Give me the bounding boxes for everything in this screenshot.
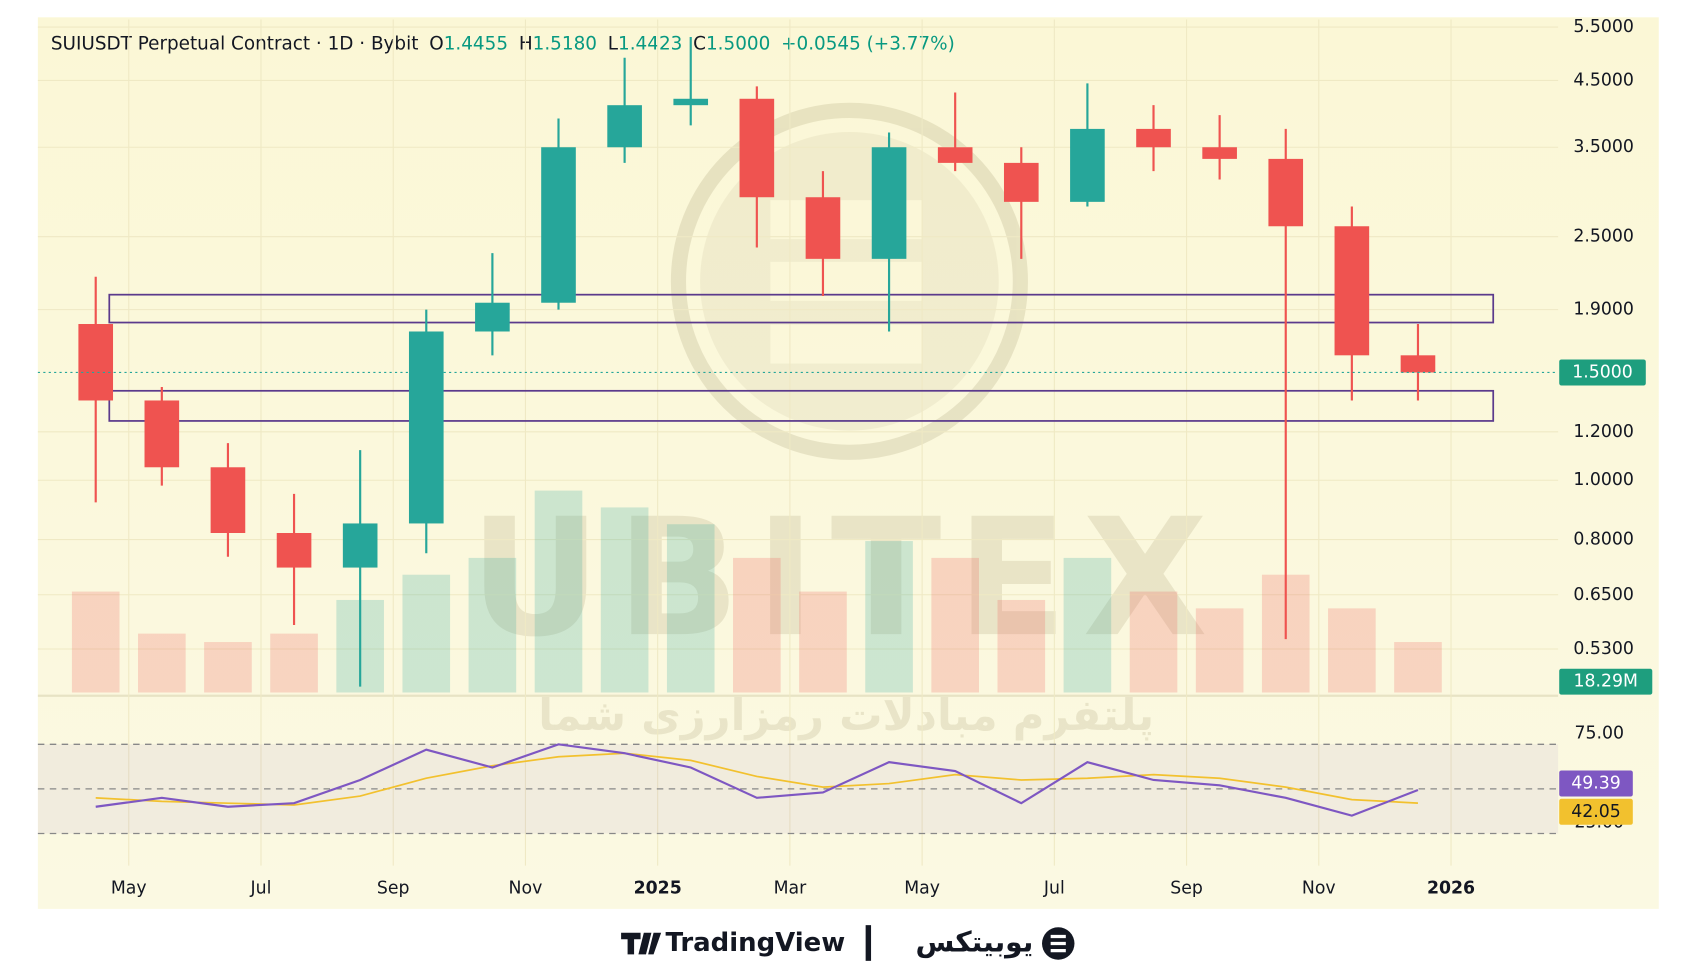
- x-tick-label: Sep: [377, 878, 410, 898]
- rsi-tag-label: 49.39: [1571, 774, 1621, 794]
- candle-body: [805, 197, 841, 259]
- candle-body: [144, 400, 180, 468]
- volume-bar: [1195, 608, 1244, 693]
- chart-header: SUIUSDT Perpetual Contract · 1D · Bybit O…: [51, 33, 955, 54]
- support-zone: [108, 293, 1495, 324]
- x-tick-label: Sep: [1170, 878, 1203, 898]
- y-tick-label: 5.5000: [1573, 17, 1634, 37]
- candle-body: [1070, 128, 1105, 202]
- x-tick-label: 2025: [634, 878, 682, 898]
- volume-bar: [1063, 557, 1112, 693]
- candle-body: [276, 533, 312, 568]
- volume-bar: [666, 524, 715, 693]
- y-tick-label: 3.5000: [1573, 137, 1634, 157]
- high: 1.5180: [533, 33, 597, 54]
- low: 1.4423: [618, 33, 682, 54]
- rsi-line: [95, 743, 1419, 817]
- support-zone: [108, 389, 1495, 422]
- rsi-tag-label: 42.05: [1571, 802, 1621, 822]
- footer-left: TradingView: [665, 928, 845, 958]
- volume-label: 18.29M: [1574, 672, 1638, 692]
- close: 1.5000: [706, 33, 770, 54]
- x-tick-label: May: [111, 878, 147, 898]
- watermark: UBITEX: [469, 484, 1222, 673]
- o-label: O: [429, 33, 443, 54]
- watermark-logo: [670, 102, 1028, 460]
- x-tick-label: 2026: [1427, 878, 1475, 898]
- volume-bar: [71, 591, 120, 693]
- volume-bar: [204, 642, 252, 693]
- volume-bar: [468, 557, 517, 693]
- tradingview-logo: [621, 932, 662, 955]
- change: +0.0545 (+3.77%): [781, 33, 955, 54]
- candle-body: [937, 147, 973, 163]
- last-price-tag: [1559, 359, 1646, 386]
- candle-body: [1003, 162, 1039, 202]
- rsi-line: [95, 752, 1419, 806]
- candle-body: [541, 147, 576, 303]
- volume-bar: [733, 557, 781, 693]
- candle-body: [210, 467, 246, 534]
- ubitex-icon-lines: [1050, 934, 1066, 953]
- volume-bar: [1129, 591, 1178, 693]
- x-tick-label: Nov: [1302, 878, 1336, 898]
- x-tick-label: Mar: [774, 878, 808, 898]
- footer-right: یوبیتکس: [916, 926, 1034, 959]
- candle-body: [475, 302, 510, 332]
- candle-body: [78, 324, 114, 401]
- l-label: L: [608, 33, 619, 54]
- c-label: C: [693, 33, 706, 54]
- candle-body: [739, 98, 775, 198]
- volume-bar: [402, 574, 451, 693]
- footer: TradingView یوبیتکس: [621, 925, 1075, 961]
- candle-body: [1136, 128, 1171, 148]
- symbol: SUIUSDT Perpetual Contract · 1D · Bybit: [51, 33, 419, 54]
- y-tick-label: 0.5300: [1573, 639, 1634, 659]
- rsi-tick-label: 75.00: [1574, 723, 1624, 743]
- rsi-tag: [1559, 798, 1633, 825]
- candle-body: [673, 98, 709, 106]
- volume-bar: [1394, 642, 1442, 693]
- x-tick-label: Jul: [1043, 878, 1065, 898]
- volume-bar: [138, 633, 186, 693]
- footer-divider: [865, 925, 872, 961]
- volume-bar: [1328, 608, 1376, 693]
- candle-body: [408, 331, 444, 524]
- y-tick-label: 1.9000: [1573, 300, 1634, 320]
- volume-bar: [865, 541, 913, 693]
- volume-bar: [600, 507, 649, 693]
- candle-body: [1400, 355, 1436, 373]
- watermark-subtitle: پلتفرم مبادلات رمزارزی شما: [538, 691, 1154, 741]
- candle-body: [1202, 147, 1237, 159]
- volume-bar: [270, 633, 318, 693]
- y-tick-label: 1.2000: [1573, 422, 1634, 442]
- candle-body: [1334, 226, 1370, 356]
- x-tick-label: Nov: [509, 878, 543, 898]
- y-tick-label: 4.5000: [1573, 70, 1634, 90]
- candle-body: [1268, 158, 1304, 227]
- rsi-tag: [1559, 770, 1633, 797]
- volume-tag: [1559, 668, 1653, 695]
- candle-body: [871, 147, 907, 259]
- volume-bar: [931, 557, 979, 693]
- y-tick-label: 1.0000: [1573, 470, 1634, 490]
- volume-bar: [534, 490, 583, 693]
- x-tick-label: May: [904, 878, 940, 898]
- candle-body: [607, 105, 642, 148]
- candle-body: [342, 523, 378, 568]
- y-tick-label: 0.8000: [1573, 530, 1634, 550]
- volume-bar: [997, 599, 1046, 693]
- last-price-label: 1.5000: [1572, 362, 1633, 382]
- y-tick-label: 0.6500: [1573, 585, 1634, 605]
- open: 1.4455: [444, 33, 508, 54]
- volume-bar: [799, 591, 847, 693]
- x-tick-label: Jul: [250, 878, 272, 898]
- y-tick-label: 2.5000: [1573, 227, 1634, 247]
- chart-background: [37, 17, 1659, 909]
